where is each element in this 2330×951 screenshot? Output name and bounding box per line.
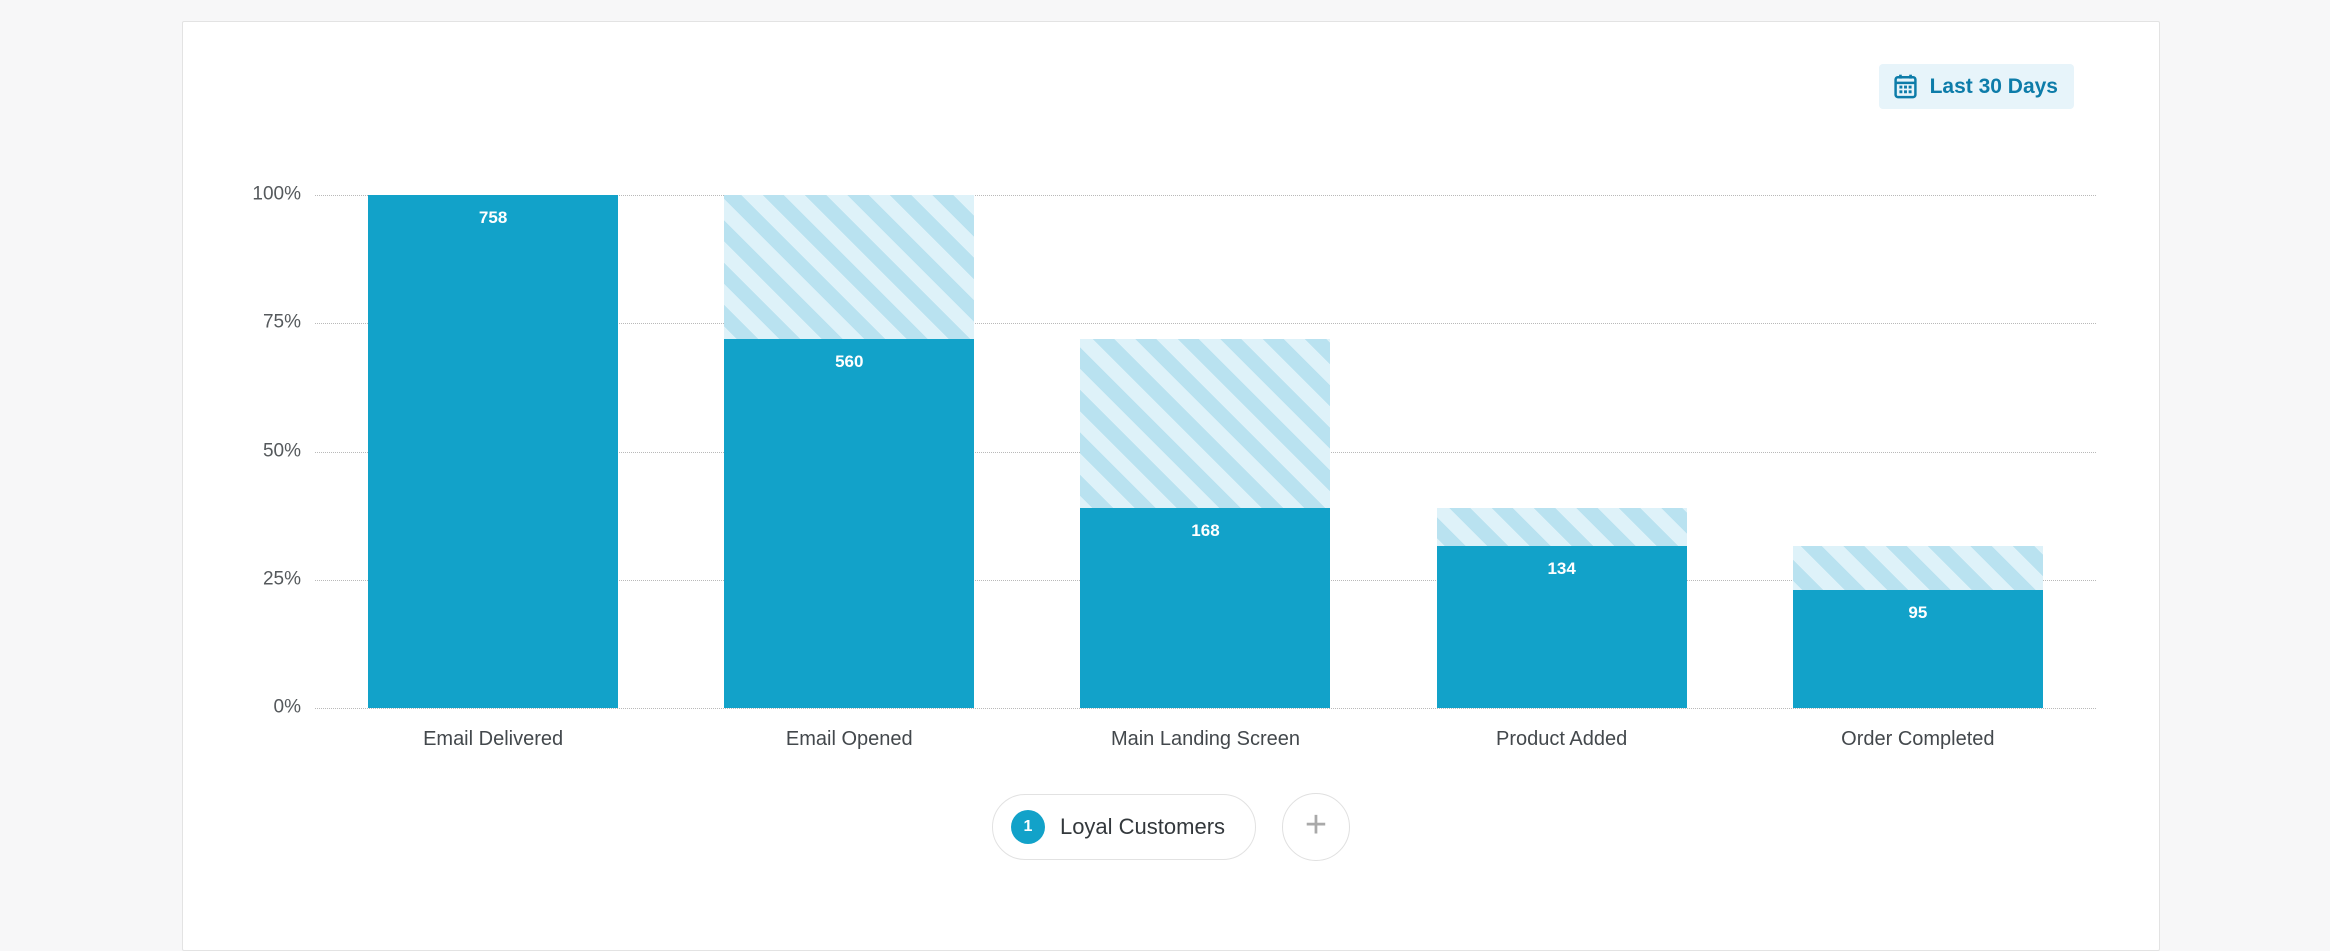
y-axis-tick-label: 75% [262, 311, 301, 333]
converted-bar-segment[interactable]: 134 [1436, 546, 1687, 708]
calendar-icon [1892, 73, 1919, 100]
bars-row: 758 560 168 134 95 [315, 195, 2096, 708]
series-index-badge: 1 [1010, 810, 1045, 844]
add-series-button[interactable]: + [1282, 793, 1351, 861]
bar-value-label: 168 [1191, 520, 1220, 540]
funnel-bar-product-added[interactable]: 134 [1436, 195, 1687, 708]
converted-bar-segment[interactable]: 560 [724, 338, 975, 708]
bar-value-label: 134 [1547, 559, 1576, 579]
x-axis-category-label: Order Completed [1841, 728, 1995, 750]
x-axis-category-label: Main Landing Screen [1110, 728, 1300, 750]
x-axis-category-label: Product Added [1496, 728, 1628, 750]
y-axis-tick-label: 50% [262, 440, 301, 462]
date-range-label: Last 30 Days [1929, 74, 2058, 98]
gridline [315, 323, 2096, 325]
gridline [315, 708, 2096, 709]
date-range-button[interactable]: Last 30 Days [1878, 64, 2074, 109]
bar-value-label: 758 [478, 208, 508, 227]
x-axis-category-label: Email Delivered [423, 728, 564, 750]
funnel-bar-order-completed[interactable]: 95 [1792, 195, 2043, 708]
plot-area: 100% 75% 50% 25% 0% 758 560 168 134 95 [252, 184, 2096, 718]
bar-value-label: 560 [835, 351, 864, 371]
funnel-bar-main-landing-screen[interactable]: 168 [1080, 195, 1331, 708]
legend-row: 1 Loyal Customers + [183, 793, 2159, 861]
x-axis-labels: Email Delivered Email Opened Main Landing … [315, 728, 2096, 751]
bar-value-label: 95 [1908, 603, 1928, 623]
y-axis-tick-label: 25% [262, 568, 301, 590]
funnel-card: Last 30 Days 100% 75% 50% 25% 0% 758 560 168 13… [182, 21, 2160, 951]
converted-bar-segment[interactable]: 95 [1792, 590, 2043, 708]
y-axis-tick-label: 0% [273, 696, 301, 718]
funnel-bar-email-delivered[interactable]: 758 [368, 195, 619, 708]
funnel-bar-email-opened[interactable]: 560 [724, 195, 975, 708]
series-label: Loyal Customers [1059, 814, 1226, 839]
gridline [315, 195, 2096, 196]
y-axis-tick-label: 100% [252, 183, 301, 205]
converted-bar-segment[interactable]: 168 [1080, 507, 1331, 708]
series-pill-loyal-customers[interactable]: 1 Loyal Customers [991, 794, 1257, 860]
converted-bar-segment[interactable]: 758 [368, 195, 619, 708]
x-axis-category-label: Email Opened [785, 728, 913, 750]
plus-icon: + [1304, 804, 1328, 846]
